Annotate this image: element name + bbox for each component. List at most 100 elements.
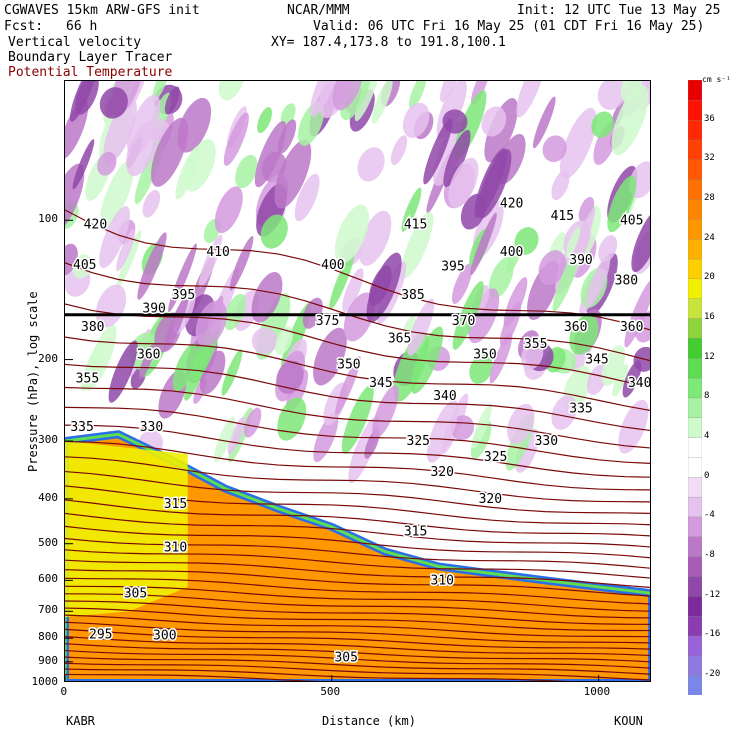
colorbar-tick-label: -12 <box>704 589 721 600</box>
velocity-cell <box>354 81 380 122</box>
velocity-cell <box>442 109 468 134</box>
field-potential-temperature: Potential Temperature <box>8 65 173 80</box>
x-tick-label: 1000 <box>583 685 611 698</box>
velocity-cell <box>168 243 197 313</box>
colorbar-swatch <box>688 218 702 240</box>
colorbar-swatch <box>688 139 702 161</box>
theta-contour <box>65 628 650 650</box>
velocity-cell <box>274 139 312 209</box>
velocity-cell <box>451 263 473 305</box>
left-station-label: KABR <box>66 714 95 728</box>
theta-contours <box>65 209 650 681</box>
theta-contour <box>65 662 650 681</box>
velocity-cell <box>229 235 254 291</box>
velocity-cell <box>137 232 167 300</box>
theta-contour <box>65 525 650 559</box>
field-boundary-layer-tracer: Boundary Layer Tracer <box>8 50 173 65</box>
theta-contour <box>65 577 650 605</box>
colorbar-swatch <box>688 198 702 220</box>
velocity-cell <box>343 292 375 342</box>
velocity-cell <box>401 211 434 279</box>
theta-contour-label: 350 <box>473 347 496 362</box>
theta-contour <box>65 593 650 619</box>
colorbar-swatch <box>688 377 702 399</box>
velocity-cell <box>116 229 142 289</box>
velocity-cell <box>243 407 262 438</box>
theta-contour-label: 315 <box>164 497 187 512</box>
velocity-cell <box>277 397 307 441</box>
y-tick-label: 800 <box>38 630 58 644</box>
theta-contour-label: 390 <box>142 301 165 316</box>
theta-contour <box>65 303 650 388</box>
theta-contour <box>65 470 650 515</box>
theta-contour-label: 320 <box>479 492 502 507</box>
colorbar-swatch <box>688 397 702 418</box>
theta-contour-label: 325 <box>407 434 430 449</box>
velocity-cell <box>227 416 246 455</box>
colorbar-swatch <box>688 635 702 656</box>
theta-contour <box>65 649 650 669</box>
fcst-label: Fcst: <box>4 19 44 34</box>
velocity-cell <box>108 340 138 403</box>
theta-contour <box>65 209 650 331</box>
velocity-cell <box>489 332 513 384</box>
velocity-cell <box>471 403 493 449</box>
colorbar-swatch <box>688 317 702 339</box>
theta-contour-label: 345 <box>369 376 392 391</box>
y-tick-label: 200 <box>38 351 58 365</box>
velocity-cell <box>99 87 128 119</box>
colorbar-tick-label: 0 <box>704 470 710 481</box>
velocity-cell <box>99 206 131 269</box>
velocity-cell <box>440 81 459 103</box>
colorbar-tick-label: -20 <box>704 669 721 680</box>
velocity-cell <box>214 416 236 463</box>
velocity-cell <box>254 121 287 188</box>
fcst-value: 66 h <box>66 19 98 34</box>
theta-contour-label: 385 <box>401 288 424 303</box>
y-tick-label: 100 <box>38 212 58 226</box>
colorbar-swatch <box>688 417 702 438</box>
colorbar-tick-label: 4 <box>704 431 710 442</box>
theta-contour <box>65 485 650 526</box>
colorbar-swatch <box>688 436 702 458</box>
theta-contour-label: 370 <box>452 314 475 329</box>
velocity-cell <box>410 326 444 394</box>
theta-contour <box>65 424 650 478</box>
theta-contour-label: 295 <box>89 627 112 642</box>
theta-contour-label: 420 <box>84 217 107 232</box>
velocity-cell <box>195 300 227 347</box>
theta-contour-label: 345 <box>585 353 608 368</box>
velocity-cell <box>164 86 180 115</box>
theta-contour-label: 395 <box>441 260 464 275</box>
velocity-cell <box>601 345 626 386</box>
velocity-cell <box>95 284 127 328</box>
velocity-cell <box>172 343 199 392</box>
colorbar-tick-label: -8 <box>704 550 715 561</box>
theta-contour <box>65 643 650 663</box>
theta-contour-label: 365 <box>388 331 411 346</box>
cross-section-svg: 420 405 410 395 390 380 360 355 335 330 315 310 305 3… <box>65 81 650 681</box>
velocity-cell <box>152 81 172 103</box>
bl-yellow-region <box>65 441 188 617</box>
theta-contour-label: 405 <box>620 213 643 228</box>
colorbar-tick-label: 20 <box>704 272 715 283</box>
theta-contour <box>65 600 650 625</box>
velocity-cell <box>294 173 320 222</box>
colorbar-swatch <box>688 595 702 617</box>
velocity-cell <box>313 327 347 386</box>
theta-contour-label: 335 <box>70 420 93 435</box>
velocity-cell <box>631 208 650 273</box>
velocity-cell <box>515 428 540 473</box>
velocity-cell <box>371 81 393 124</box>
right-station-label: KOUN <box>614 714 643 728</box>
colorbar-unit: cm s⁻¹ <box>702 75 731 84</box>
colorbar-swatch <box>688 516 702 537</box>
xy-coordinates: XY= 187.4,173.8 to 191.8,100.1 <box>271 35 506 50</box>
theta-contour-label: 315 <box>404 524 427 539</box>
init-time: Init: 12 UTC Tue 13 May 25 <box>517 3 721 18</box>
colorbar-swatch <box>688 476 702 498</box>
velocity-cell <box>116 229 136 271</box>
theta-contour-label: 340 <box>433 389 456 404</box>
velocity-cell <box>423 118 453 185</box>
theta-contour <box>65 336 650 412</box>
